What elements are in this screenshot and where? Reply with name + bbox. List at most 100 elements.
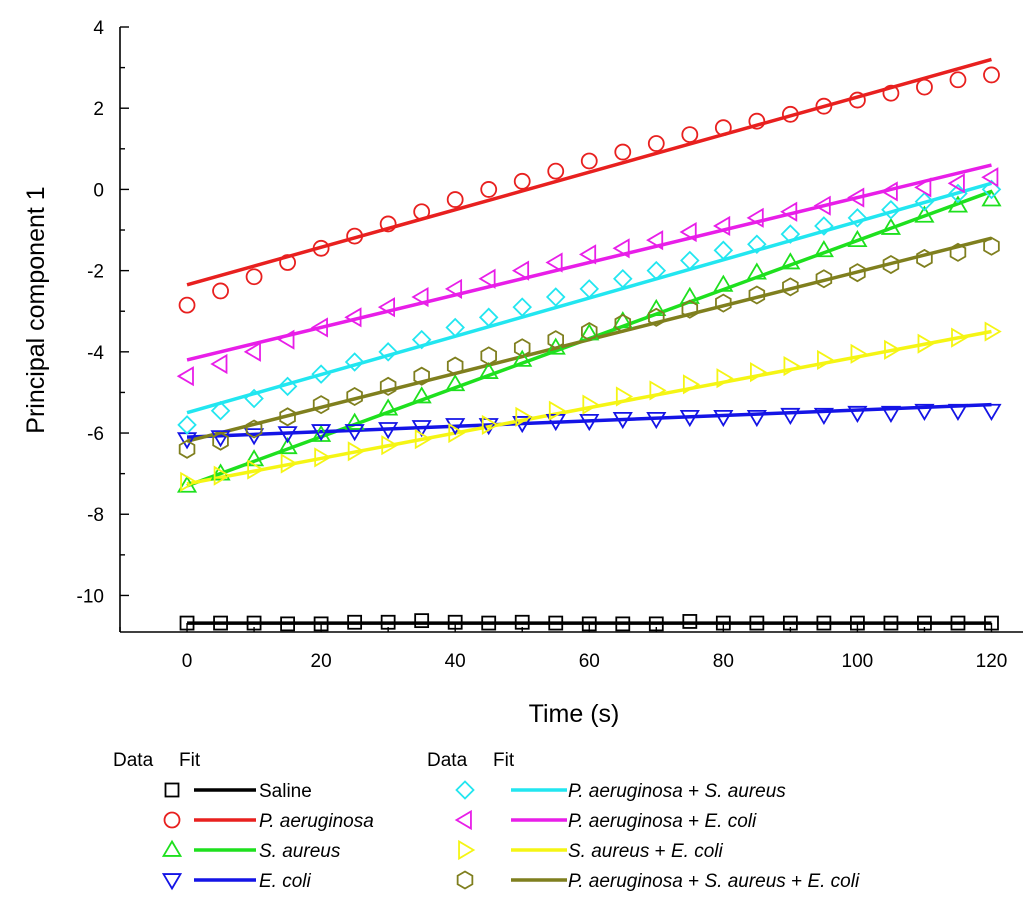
data-point [545, 252, 563, 273]
data-point [813, 195, 831, 216]
data-point [578, 244, 597, 265]
legend-label-part: S. aureus [568, 841, 650, 862]
legend-label: P. aeruginosa + E. coli [568, 811, 757, 832]
data-point [581, 321, 598, 342]
data-point [378, 422, 399, 440]
data-point [379, 376, 397, 396]
data-point [983, 66, 1000, 84]
data-point [481, 615, 497, 631]
data-point [917, 615, 932, 631]
data-point [277, 426, 298, 444]
data-point [680, 250, 700, 271]
data-point [850, 343, 868, 364]
data-point [411, 286, 429, 308]
data-point [847, 229, 868, 248]
data-point [579, 279, 600, 299]
data-point [344, 412, 365, 430]
data-point [781, 105, 799, 123]
data-point [213, 465, 231, 486]
data-point [478, 307, 499, 328]
legend-marker [458, 839, 476, 861]
data-point [446, 191, 464, 208]
data-point [612, 411, 633, 430]
fit-line [186, 329, 992, 486]
data-point [748, 285, 766, 305]
data-point [513, 172, 531, 190]
data-point [243, 428, 265, 446]
axes: 420-2-4-6-8-100 20 40 60 80 100 120 [77, 18, 1023, 672]
x-tick-label: 40 [445, 651, 466, 672]
data-point [478, 361, 499, 379]
legend-label-part: E. coli [704, 811, 757, 832]
data-point [816, 615, 832, 631]
data-point [344, 424, 365, 442]
data-point [380, 614, 396, 630]
data-point [545, 287, 566, 307]
data-point [783, 355, 801, 377]
data-point [713, 409, 734, 428]
legend-label-part: P. aeruginosa [568, 781, 683, 802]
data-point [646, 230, 664, 251]
data-point [480, 181, 498, 198]
y-tick-label: 0 [93, 180, 104, 201]
data-point [178, 439, 196, 459]
data-point [880, 181, 898, 202]
x-tick-label: 0 [182, 651, 193, 672]
data-point [850, 615, 865, 631]
data-point [347, 614, 363, 630]
data-point [243, 341, 261, 362]
data-point [245, 419, 263, 439]
legend-marker [163, 811, 181, 829]
legend-header-fit: Fit [493, 750, 515, 771]
legend-header-fit: Fit [179, 750, 201, 771]
legend-label: P. aeruginosa + S. aureus [568, 781, 786, 802]
legend-label-part: E. coli [259, 871, 312, 892]
legend-label-part: + [786, 871, 808, 892]
legend-label: P. aeruginosa + S. aureus + E. coli [568, 871, 860, 892]
legend-label-part: + [683, 781, 705, 802]
data-point [311, 364, 331, 384]
x-axis-title: Time (s) [529, 700, 620, 728]
data-point [713, 240, 734, 261]
data-point [312, 395, 330, 415]
legend-label: S. aureus [259, 841, 341, 862]
data-point [210, 353, 228, 375]
data-point [547, 162, 565, 180]
data-point [981, 189, 1002, 207]
data-point [280, 453, 298, 474]
data-point [411, 386, 432, 404]
legend-label: S. aureus + E. coli [568, 841, 724, 862]
legend-marker [164, 782, 180, 798]
x-tick-label: 60 [579, 651, 600, 672]
data-point [647, 135, 665, 152]
data-point [648, 307, 665, 327]
data-point [179, 615, 195, 631]
data-point [984, 321, 1002, 342]
data-point [379, 215, 397, 233]
data-point [515, 406, 533, 427]
data-point [580, 152, 598, 170]
data-point [984, 615, 999, 631]
data-point [613, 268, 633, 289]
data-point [310, 317, 328, 338]
y-tick-label: 4 [93, 18, 104, 39]
data-point [949, 71, 967, 89]
data-point [880, 405, 902, 424]
data-point [346, 386, 363, 407]
data-point [947, 173, 965, 194]
legend-label-part: + [649, 841, 671, 862]
data-point [314, 447, 332, 468]
legend-label: Saline [259, 781, 312, 802]
y-tick-label: -10 [77, 586, 104, 607]
data-point [914, 205, 935, 223]
data-point [512, 297, 532, 317]
data-point [951, 327, 969, 348]
data-point [378, 398, 399, 416]
legend-header-data: Data [427, 750, 468, 771]
data-point [748, 112, 766, 130]
data-point [682, 614, 698, 629]
data-point [444, 278, 463, 299]
data-point [210, 400, 231, 421]
data-point [681, 126, 699, 144]
data-point [749, 615, 765, 631]
